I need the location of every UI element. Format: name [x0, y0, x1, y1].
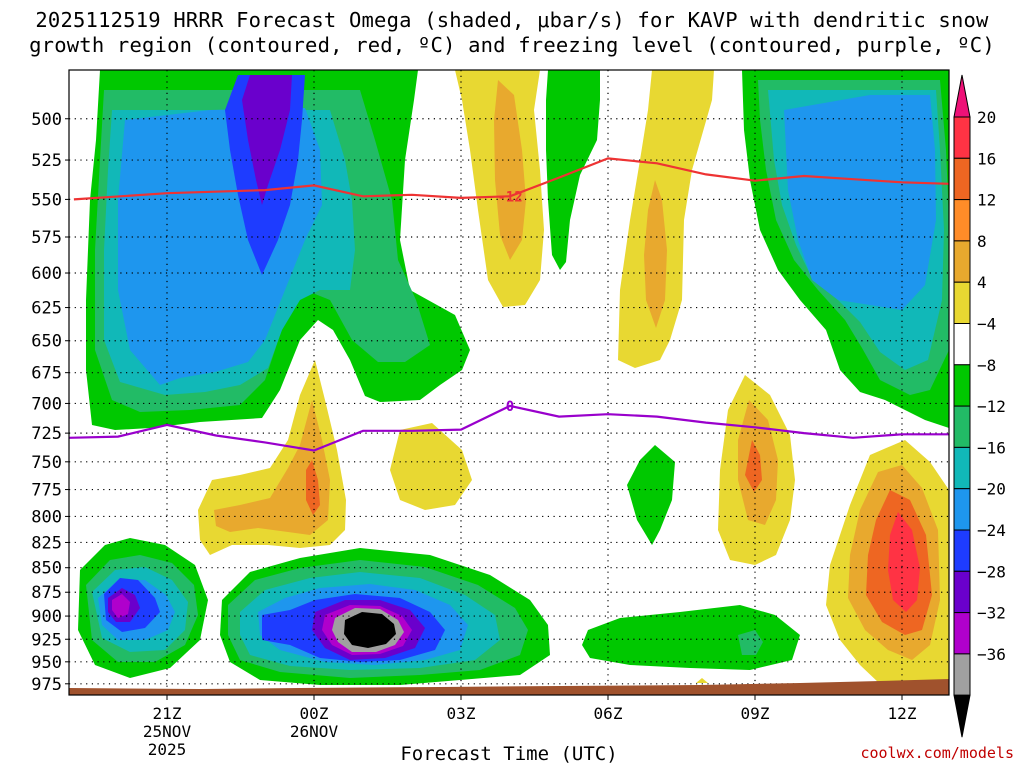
colorbar-label: −8 [977, 356, 996, 375]
colorbar-label: −12 [977, 397, 1006, 416]
y-tick-label: 950 [31, 653, 62, 673]
omega-fill-minus-4-mid-center [627, 445, 675, 545]
y-tick-label: 775 [31, 481, 62, 501]
colorbar-label: −24 [977, 521, 1006, 540]
colorbar-label: 4 [977, 273, 987, 292]
omega-fill-plus-4-upper-right [618, 70, 714, 368]
chart-title: 2025112519 HRRR Forecast Omega (shaded, … [0, 8, 1024, 58]
omega-fill-plus-12-mid-right [745, 440, 762, 492]
colorbar-segment [953, 281, 971, 325]
colorbar-segment [953, 240, 971, 283]
colorbar-label: −28 [977, 562, 1006, 581]
y-tick-label: 650 [31, 332, 62, 352]
colorbar-label: −4 [977, 315, 996, 334]
omega-fill-plus-8-upper-right [644, 180, 667, 328]
x-tick-label-label: 00Z [300, 704, 329, 723]
y-tick-label: 725 [31, 424, 62, 444]
omega-fill-plus-12-mid-left [306, 460, 320, 515]
x-axis-title: Forecast Time (UTC) [400, 743, 618, 765]
contour-series-0 [73, 157, 949, 201]
colorbar-label: −36 [977, 645, 1006, 664]
y-axis: 500 525 550 575 600 625 650 675 700 725 750 775 800 8… [31, 110, 69, 695]
x-tick-label-label: 09Z [741, 704, 770, 723]
omega-fill-minus-28-lower-left [112, 594, 130, 618]
contour-lines: -12 0 [69, 157, 949, 452]
omega-fill-plus-8-mid-left [214, 400, 330, 535]
chart-title-line-2: growth region (contoured, red, ºC) and f… [29, 33, 995, 57]
colorbar-segment [953, 157, 971, 201]
terrain [69, 679, 949, 695]
colorbar-label: 12 [977, 191, 996, 210]
colorbar-segment [953, 529, 971, 572]
plot-area: -12 0 [69, 70, 949, 695]
colorbar: 20 16 12 8 4 −4 −8 −12 −16 −20 −24 −28 −32 −36 [953, 74, 1006, 738]
y-tick-label: 875 [31, 583, 62, 603]
y-tick-label: 750 [31, 453, 62, 473]
y-tick-label: 825 [31, 533, 62, 553]
colorbar-segment [953, 323, 971, 366]
y-tick-label: 800 [31, 507, 62, 527]
y-tick-label: 600 [31, 264, 62, 284]
x-tick-label-label: 06Z [594, 704, 623, 723]
omega-fill-plus-4-speck [696, 678, 708, 683]
y-tick-label: 850 [31, 559, 62, 579]
x-tick-label-label: 12Z [888, 704, 917, 723]
x-tick-label-label: 21Z [153, 704, 182, 723]
colorbar-top-arrow [953, 74, 971, 118]
contour-label: 0 [506, 399, 514, 415]
colorbar-segment [953, 199, 971, 242]
y-tick-label: 625 [31, 299, 62, 319]
colorbar-segment [953, 446, 971, 490]
colorbar-label: 20 [977, 108, 996, 127]
chart-title-line-1: 2025112519 HRRR Forecast Omega (shaded, … [35, 8, 989, 32]
x-tick-label-label: 03Z [447, 704, 476, 723]
omega-fill-plus-16-lower-right [888, 512, 920, 612]
omega-fill-minus-24-upper-left [242, 75, 292, 205]
colorbar-bottom-arrow [953, 694, 971, 738]
omega-fill-minus-4-upper-mid [546, 70, 600, 270]
colorbar-segment [953, 364, 971, 407]
colorbar-label: −32 [977, 604, 1006, 623]
colorbar-segment [953, 570, 971, 614]
omega-fill-minus-8-lower-right [738, 630, 763, 655]
colorbar-label: 8 [977, 232, 987, 251]
omega-fill-minus-16-upper-right [784, 95, 936, 310]
x-tick-label-sub1: 25NOV [143, 722, 192, 741]
colorbar-segment [953, 405, 971, 448]
x-tick-label-sub2: 2025 [148, 740, 187, 759]
colorbar-segment [953, 612, 971, 655]
grid [69, 70, 949, 695]
y-tick-label: 675 [31, 364, 62, 384]
colorbar-label: −20 [977, 480, 1006, 499]
contour-label: -12 [497, 189, 522, 205]
y-tick-label: 700 [31, 394, 62, 414]
y-tick-label: 500 [31, 110, 62, 130]
y-tick-label: 550 [31, 190, 62, 210]
contour-series-1 [69, 404, 949, 452]
omega-fill-plus-8-upper-mid [494, 80, 526, 260]
colorbar-segment [953, 488, 971, 531]
colorbar-label: −16 [977, 438, 1006, 457]
colorbar-segment [953, 653, 971, 696]
attribution-link[interactable]: coolwx.com/models [860, 744, 1014, 762]
y-tick-label: 575 [31, 228, 62, 248]
y-tick-label: 975 [31, 675, 62, 695]
y-tick-label: 525 [31, 151, 62, 171]
colorbar-label: 16 [977, 149, 996, 168]
omega-fill-plus-4-mid-center [390, 423, 472, 510]
y-tick-label: 925 [31, 630, 62, 650]
colorbar-segment [953, 116, 971, 159]
x-tick-label-sub1: 26NOV [290, 722, 339, 741]
y-tick-label: 900 [31, 607, 62, 627]
plot-frame [68, 69, 950, 696]
